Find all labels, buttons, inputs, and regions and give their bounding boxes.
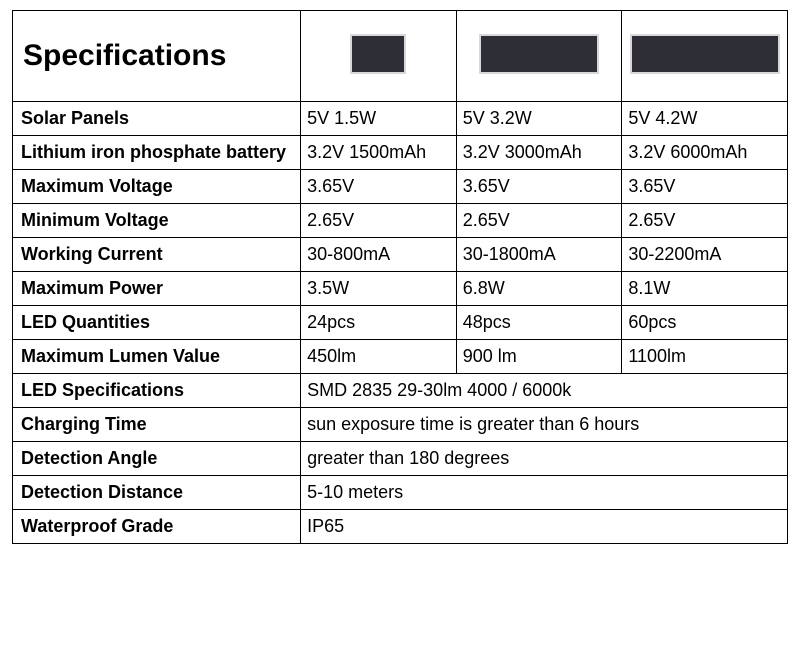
row-label: LED Specifications <box>13 374 301 408</box>
row-value: 6.8W <box>456 272 622 306</box>
row-label: Maximum Lumen Value <box>13 340 301 374</box>
row-value: 60pcs <box>622 306 788 340</box>
solar-panel-icon <box>479 34 599 74</box>
table-row: Solar Panels 5V 1.5W 5V 3.2W 5V 4.2W <box>13 102 788 136</box>
row-value: 8.1W <box>622 272 788 306</box>
table-row: Maximum Power 3.5W 6.8W 8.1W <box>13 272 788 306</box>
table-row: Minimum Voltage 2.65V 2.65V 2.65V <box>13 204 788 238</box>
spec-table: Specifications Solar Panels 5V 1.5W 5V 3… <box>12 10 788 544</box>
row-value: 30-2200mA <box>622 238 788 272</box>
table-row: Maximum Lumen Value 450lm 900 lm 1100lm <box>13 340 788 374</box>
row-value: 3.65V <box>456 170 622 204</box>
row-value: 48pcs <box>456 306 622 340</box>
row-value: 3.2V 3000mAh <box>456 136 622 170</box>
row-value: 30-800mA <box>301 238 457 272</box>
solar-panel-icon <box>350 34 406 74</box>
row-label: Detection Angle <box>13 442 301 476</box>
row-label: Detection Distance <box>13 476 301 510</box>
row-value-span: sun exposure time is greater than 6 hour… <box>301 408 788 442</box>
panel-image-small <box>301 11 457 102</box>
row-value: 30-1800mA <box>456 238 622 272</box>
row-value: 3.5W <box>301 272 457 306</box>
row-value: 2.65V <box>301 204 457 238</box>
table-row: Lithium iron phosphate battery 3.2V 1500… <box>13 136 788 170</box>
row-label: Working Current <box>13 238 301 272</box>
table-row: Maximum Voltage 3.65V 3.65V 3.65V <box>13 170 788 204</box>
row-value-span: 5-10 meters <box>301 476 788 510</box>
solar-panel-icon <box>630 34 780 74</box>
row-value: 24pcs <box>301 306 457 340</box>
row-value-span: greater than 180 degrees <box>301 442 788 476</box>
table-row: Charging Time sun exposure time is great… <box>13 408 788 442</box>
row-value: 5V 3.2W <box>456 102 622 136</box>
row-label: Lithium iron phosphate battery <box>13 136 301 170</box>
row-value: 5V 4.2W <box>622 102 788 136</box>
row-label: Maximum Voltage <box>13 170 301 204</box>
panel-image-large <box>622 11 788 102</box>
row-value: 3.65V <box>301 170 457 204</box>
row-value: 3.2V 1500mAh <box>301 136 457 170</box>
row-value: 3.65V <box>622 170 788 204</box>
row-label: Solar Panels <box>13 102 301 136</box>
panel-image-medium <box>456 11 622 102</box>
row-value: 2.65V <box>622 204 788 238</box>
table-row: LED Specifications SMD 2835 29-30lm 4000… <box>13 374 788 408</box>
table-row: Waterproof Grade IP65 <box>13 510 788 544</box>
row-label: Charging Time <box>13 408 301 442</box>
table-title: Specifications <box>13 11 301 102</box>
row-label: Minimum Voltage <box>13 204 301 238</box>
table-row: Working Current 30-800mA 30-1800mA 30-22… <box>13 238 788 272</box>
header-row: Specifications <box>13 11 788 102</box>
row-value: 5V 1.5W <box>301 102 457 136</box>
row-value-span: IP65 <box>301 510 788 544</box>
spec-sheet: Specifications Solar Panels 5V 1.5W 5V 3… <box>0 0 800 653</box>
row-label: Maximum Power <box>13 272 301 306</box>
row-value: 900 lm <box>456 340 622 374</box>
row-value-span: SMD 2835 29-30lm 4000 / 6000k <box>301 374 788 408</box>
table-row: LED Quantities 24pcs 48pcs 60pcs <box>13 306 788 340</box>
table-row: Detection Distance 5-10 meters <box>13 476 788 510</box>
row-value: 450lm <box>301 340 457 374</box>
row-value: 3.2V 6000mAh <box>622 136 788 170</box>
row-label: LED Quantities <box>13 306 301 340</box>
row-value: 1100lm <box>622 340 788 374</box>
row-value: 2.65V <box>456 204 622 238</box>
table-row: Detection Angle greater than 180 degrees <box>13 442 788 476</box>
row-label: Waterproof Grade <box>13 510 301 544</box>
